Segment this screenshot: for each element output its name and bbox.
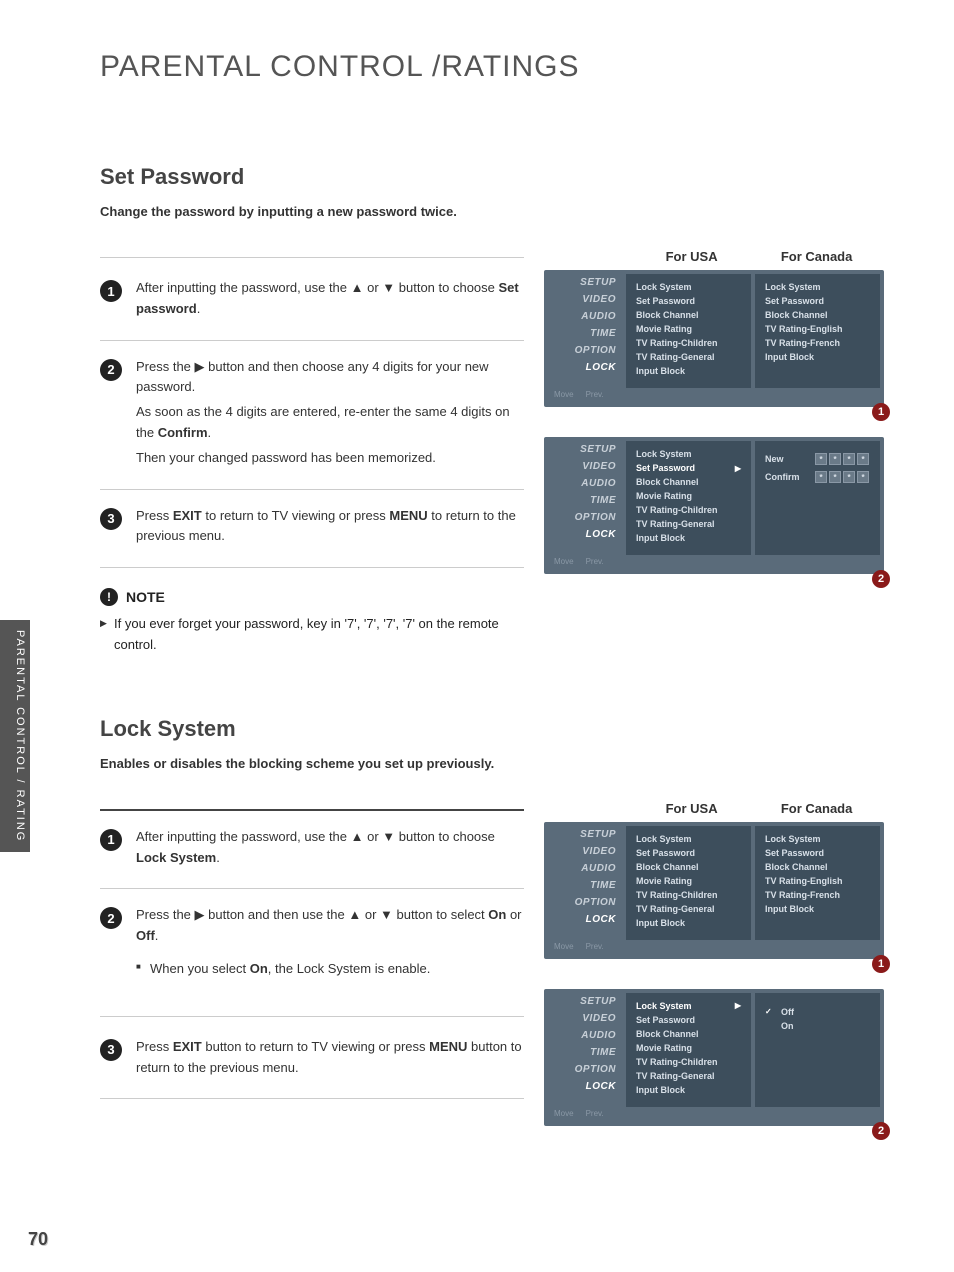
step-number-icon: 3	[100, 508, 122, 530]
tv-item: Set Password	[636, 294, 741, 308]
tv-sidebar: SETUP VIDEO AUDIO TIME OPTION LOCK	[548, 993, 622, 1107]
tv-panel-items: Lock System▶ Set Password Block Channel …	[626, 993, 751, 1107]
tv-panel-items: Lock System Set Password▶ Block Channel …	[626, 441, 751, 555]
pw-box: *	[829, 471, 841, 483]
pw-box: *	[857, 453, 869, 465]
tv-item: TV Rating-English	[765, 322, 870, 336]
tv-label-canada: For Canada	[781, 801, 853, 816]
pw-box: *	[815, 453, 827, 465]
step-number-icon: 2	[100, 359, 122, 381]
tv-item: Input Block	[636, 364, 741, 378]
tv-footer-prev: Prev.	[586, 390, 604, 399]
side-tab: PARENTAL CONTROL / RATING	[0, 620, 30, 852]
tv-sidebar: SETUP VIDEO AUDIO TIME OPTION LOCK	[548, 274, 622, 388]
opt-on: On	[765, 1019, 870, 1033]
screenshot-badge-1: 1	[872, 955, 890, 973]
lock-step-2: 2 Press the ▶ button and then use the ▲ …	[100, 905, 524, 999]
tv-item: Movie Rating	[636, 489, 741, 503]
tv-password-panel: New * * * * Confirm	[755, 441, 880, 555]
pw-box: *	[829, 453, 841, 465]
pw-confirm-label: Confirm	[765, 472, 809, 482]
set-password-title: Set Password	[100, 164, 884, 190]
tv-panel-canada: Lock System Set Password Block Channel T…	[755, 274, 880, 388]
tv-panel-usa: Lock System Set Password Block Channel M…	[626, 274, 751, 388]
lock-system-title: Lock System	[100, 716, 884, 742]
tv-footer-move: Move	[554, 390, 574, 399]
pw-box: *	[843, 471, 855, 483]
step-number-icon: 3	[100, 1039, 122, 1061]
note-box: ! NOTE If you ever forget your password,…	[100, 588, 524, 656]
pw-new-label: New	[765, 454, 809, 464]
tv-label-usa: For USA	[666, 249, 718, 264]
note-body: If you ever forget your password, key in…	[100, 614, 524, 656]
step-number-icon: 2	[100, 907, 122, 929]
lock-keyword: Lock System	[136, 850, 216, 865]
tv-item: Input Block	[765, 350, 870, 364]
lock-step-1: 1 After inputting the password, use the …	[100, 827, 524, 890]
tv-item: TV Rating-Children	[636, 503, 741, 517]
tv-item-selected: Lock System▶	[636, 999, 741, 1013]
set-password-step-1: 1 After inputting the password, use the …	[100, 278, 524, 341]
tv-side-setup: SETUP	[548, 274, 622, 291]
set-password-subtitle: Change the password by inputting a new p…	[100, 204, 884, 219]
note-title: NOTE	[126, 589, 165, 605]
tv-label-usa: For USA	[666, 801, 718, 816]
step2-line1: Press the ▶ button and then choose any 4…	[136, 357, 524, 399]
tv-screenshot-4: SETUP VIDEO AUDIO TIME OPTION LOCK Lock …	[544, 989, 884, 1126]
tv-item: TV Rating-General	[636, 350, 741, 364]
tv-screenshot-2: SETUP VIDEO AUDIO TIME OPTION LOCK Lock …	[544, 437, 884, 574]
tv-item: Movie Rating	[636, 322, 741, 336]
tv-item: Lock System	[636, 280, 741, 294]
tv-item: Lock System	[765, 280, 870, 294]
set-password-step-3: 3 Press EXIT to return to TV viewing or …	[100, 506, 524, 569]
step1-text: After inputting the password, use the ▲ …	[136, 280, 499, 295]
tv-item: TV Rating-French	[765, 336, 870, 350]
tv-options-panel: ✓ Off On	[755, 993, 880, 1107]
tv-item: TV Rating-General	[636, 517, 741, 531]
right-arrow-icon: ▶	[735, 464, 741, 473]
tv-side-time: TIME	[548, 325, 622, 342]
note-icon: !	[100, 588, 118, 606]
step-number-icon: 1	[100, 829, 122, 851]
tv-screenshot-1: SETUP VIDEO AUDIO TIME OPTION LOCK Lock …	[544, 270, 884, 407]
tv-item-selected: Set Password▶	[636, 461, 741, 475]
tv-item: Set Password	[765, 294, 870, 308]
screenshot-badge-1: 1	[872, 403, 890, 421]
pw-box: *	[815, 471, 827, 483]
tv-item: TV Rating-Children	[636, 336, 741, 350]
tv-item: Block Channel	[636, 475, 741, 489]
opt-off: ✓ Off	[765, 1005, 870, 1019]
lock-system-subtitle: Enables or disables the blocking scheme …	[100, 756, 884, 771]
tv-label-canada: For Canada	[781, 249, 853, 264]
tv-sidebar: SETUP VIDEO AUDIO TIME OPTION LOCK	[548, 826, 622, 940]
lock-step-3: 3 Press EXIT button to return to TV view…	[100, 1037, 524, 1100]
tv-side-lock: LOCK	[548, 359, 622, 376]
tv-panel-usa: Lock System Set Password Block Channel M…	[626, 826, 751, 940]
tv-side-option: OPTION	[548, 342, 622, 359]
screenshot-badge-2: 2	[872, 1122, 890, 1140]
tv-screenshot-3: SETUP VIDEO AUDIO TIME OPTION LOCK Lock …	[544, 822, 884, 959]
right-arrow-icon: ▶	[735, 1001, 741, 1010]
tv-side-audio: AUDIO	[548, 308, 622, 325]
screenshot-badge-2: 2	[872, 570, 890, 588]
tv-item: Block Channel	[636, 308, 741, 322]
step2-line3: Then your changed password has been memo…	[136, 448, 524, 469]
pw-box: *	[843, 453, 855, 465]
set-password-step-2: 2 Press the ▶ button and then choose any…	[100, 357, 524, 490]
tv-item: Input Block	[636, 531, 741, 545]
tv-panel-canada: Lock System Set Password Block Channel T…	[755, 826, 880, 940]
check-icon: ✓	[765, 1007, 775, 1016]
page-number: 70	[28, 1229, 48, 1250]
page-title: PARENTAL CONTROL /RATINGS	[100, 50, 884, 84]
tv-sidebar: SETUP VIDEO AUDIO TIME OPTION LOCK	[548, 441, 622, 555]
pw-box: *	[857, 471, 869, 483]
exit-keyword: EXIT	[173, 508, 202, 523]
tv-item: Lock System	[636, 447, 741, 461]
tv-side-video: VIDEO	[548, 291, 622, 308]
step2-keyword: Confirm	[158, 425, 208, 440]
step-number-icon: 1	[100, 280, 122, 302]
tv-item: Block Channel	[765, 308, 870, 322]
menu-keyword: MENU	[389, 508, 427, 523]
